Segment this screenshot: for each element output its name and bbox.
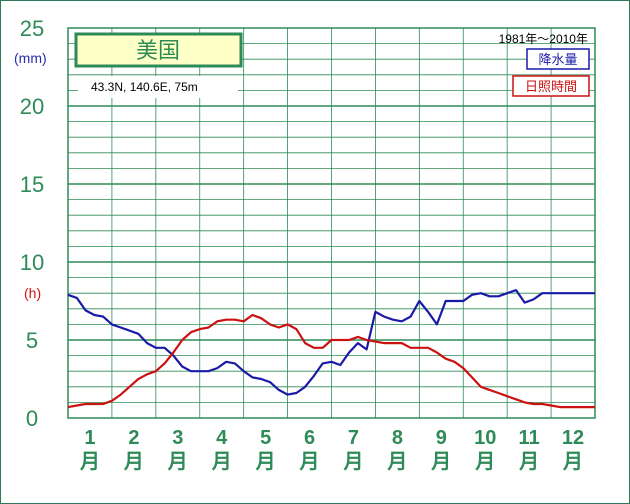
y-tick-label: 10	[20, 250, 44, 275]
legend-sun-box	[512, 75, 590, 97]
y-tick-label: 0	[26, 406, 38, 431]
legend-sun-label: 日照時間	[525, 79, 577, 94]
month-number: 6	[304, 427, 315, 449]
month-number: 3	[172, 427, 183, 449]
month-number: 1	[84, 427, 95, 449]
sunshine-unit-label: (h)	[24, 285, 41, 301]
month-suffix: 月	[386, 451, 407, 473]
month-number: 8	[392, 427, 403, 449]
title-box	[74, 32, 243, 68]
y-tick-label: 25	[20, 16, 44, 41]
month-number: 11	[519, 427, 540, 449]
station-coords: 43.3N, 140.6E, 75m	[91, 80, 198, 94]
month-suffix: 月	[562, 451, 583, 473]
month-suffix: 月	[123, 451, 144, 473]
month-number: 4	[216, 427, 228, 449]
month-suffix: 月	[474, 451, 495, 473]
month-number: 2	[128, 427, 139, 449]
month-suffix: 月	[255, 451, 276, 473]
legend-precip-box	[526, 48, 590, 70]
month-suffix: 月	[518, 451, 539, 473]
month-suffix: 月	[299, 451, 320, 473]
month-number: 12	[562, 427, 584, 449]
sunshine-line	[67, 313, 595, 409]
chart-title: 美国	[136, 38, 180, 63]
month-number: 10	[474, 427, 496, 449]
month-number: 9	[436, 427, 447, 449]
period-label: 1981年〜2010年	[499, 32, 588, 46]
legend-precip-label: 降水量	[538, 52, 577, 67]
month-number: 5	[260, 427, 271, 449]
month-suffix: 月	[211, 451, 232, 473]
month-number: 7	[348, 427, 359, 449]
precip-unit-label: (mm)	[14, 50, 47, 66]
month-suffix: 月	[342, 451, 363, 473]
coords-box	[78, 76, 238, 98]
y-tick-label: 15	[20, 172, 44, 197]
y-tick-label: 20	[20, 94, 44, 119]
month-suffix: 月	[167, 451, 188, 473]
data-lines	[67, 289, 595, 409]
y-tick-label: 5	[26, 328, 38, 353]
month-suffix: 月	[430, 451, 451, 473]
month-suffix: 月	[79, 451, 100, 473]
y-axis-ticks: 0 5 10 15 20 25	[20, 16, 44, 431]
precipitation-line	[67, 289, 595, 396]
